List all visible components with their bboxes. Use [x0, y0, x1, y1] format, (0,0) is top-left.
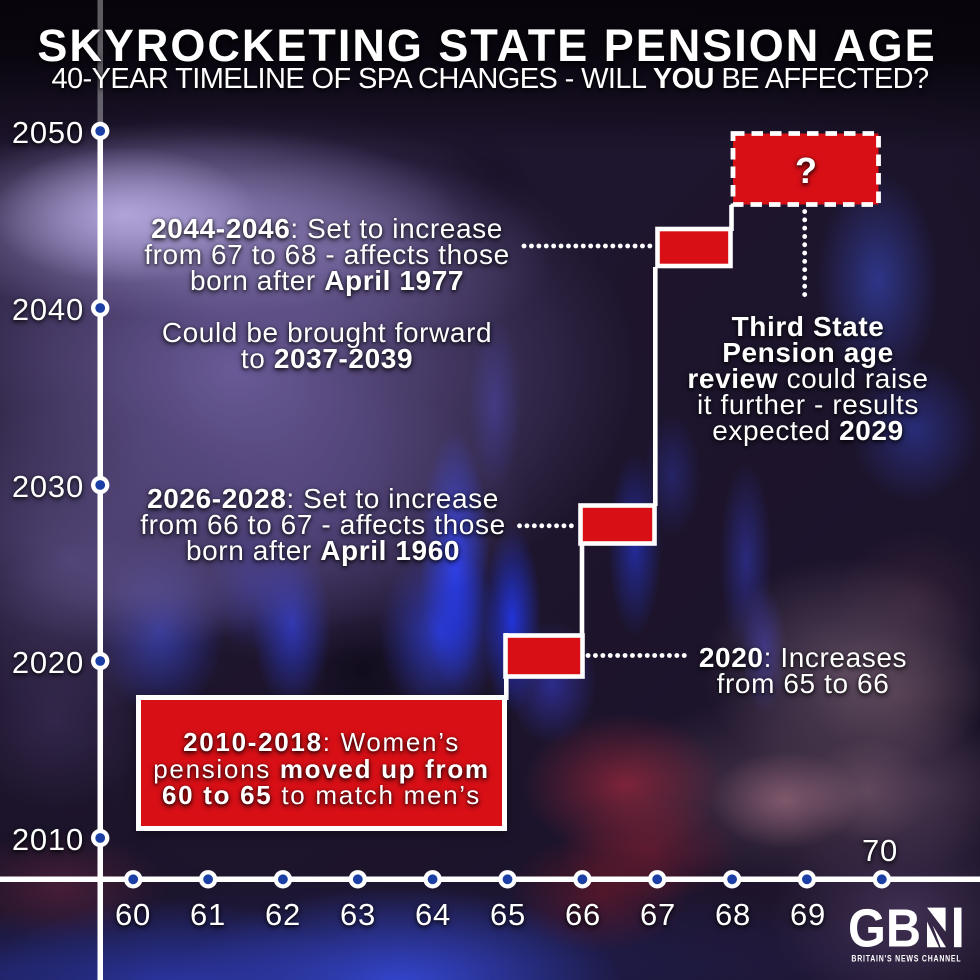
svg-text:GB: GB: [848, 899, 921, 959]
svg-text:BRITAIN'S NEWS CHANNEL: BRITAIN'S NEWS CHANNEL: [851, 954, 961, 964]
